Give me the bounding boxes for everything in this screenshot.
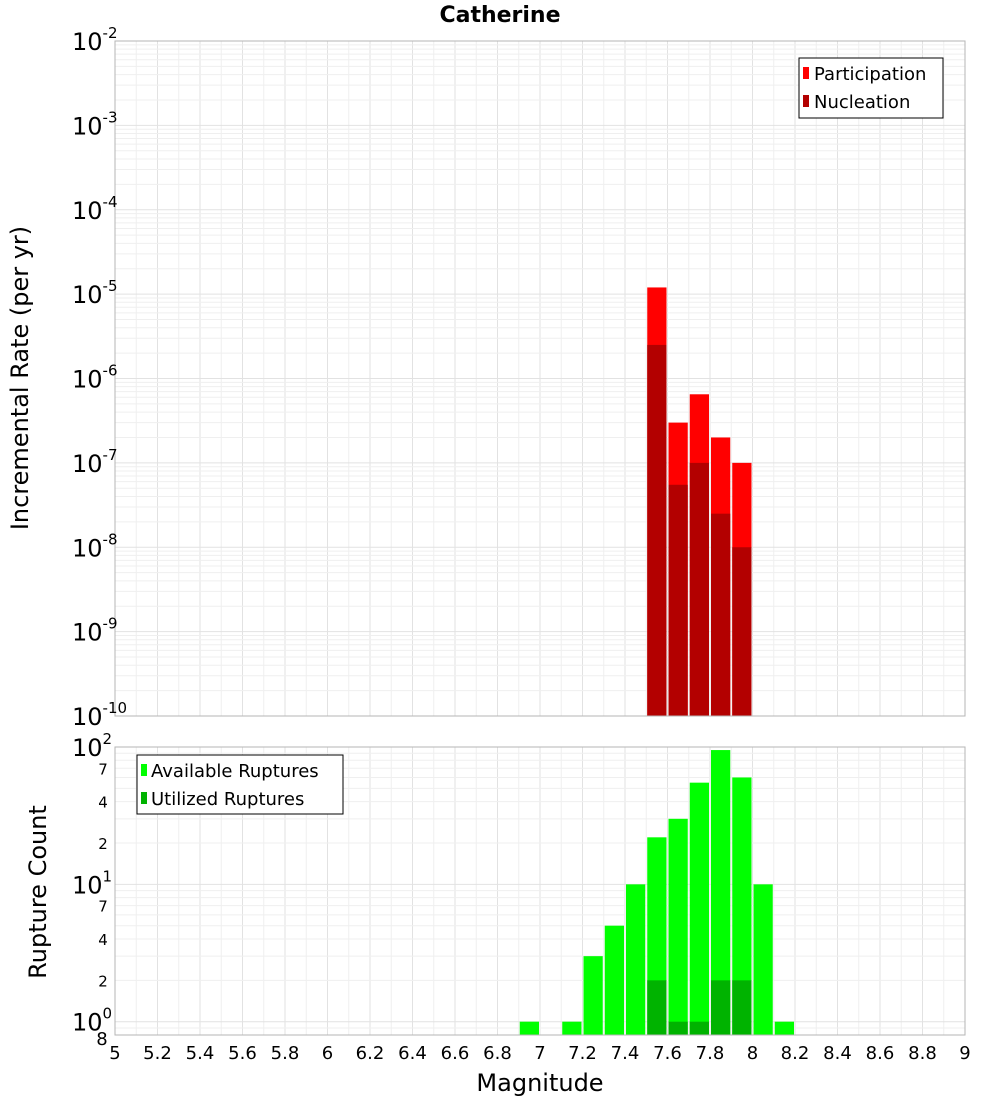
top-bars bbox=[647, 287, 752, 716]
top-y-tick-label: 10-9 bbox=[72, 615, 118, 647]
x-tick-label: 6.8 bbox=[483, 1043, 512, 1064]
bottom-grid bbox=[114, 747, 966, 1035]
bottom-y-minor-tick-label: 7 bbox=[98, 760, 108, 778]
x-tick-label: 5.2 bbox=[143, 1043, 172, 1064]
x-tick-label: 7.4 bbox=[611, 1043, 640, 1064]
bottom-y-tick-labels: 100 101 102 2 4 7 2 4 7 8 bbox=[72, 730, 112, 1050]
x-tick-label: 6.2 bbox=[356, 1043, 385, 1064]
x-tick-label: 7.8 bbox=[696, 1043, 725, 1064]
top-plot: 10-10 10-9 10-8 10-7 10-6 10-5 10-4 10-3 10-2 In… bbox=[6, 24, 966, 731]
legend-label-available: Available Ruptures bbox=[151, 761, 319, 782]
bar-available-ruptures-7.45 bbox=[626, 884, 646, 1035]
x-tick-label: 5.4 bbox=[186, 1043, 215, 1064]
bar-utilized-ruptures-7.55 bbox=[647, 980, 667, 1035]
bar-nucleation-7.65 bbox=[668, 484, 688, 716]
x-tick-label: 7 bbox=[534, 1043, 545, 1064]
x-tick-labels: 5 5.2 5.4 5.6 5.8 6 6.2 6.4 6.6 6.8 7 7.2 7.4 7.6 7.8 8… bbox=[109, 1043, 970, 1064]
top-legend: Participation Nucleation bbox=[798, 57, 944, 119]
bottom-y-minor-tick-label: 7 bbox=[98, 898, 108, 916]
bar-available-ruptures-6.95 bbox=[519, 1021, 539, 1035]
bar-available-ruptures-7.65 bbox=[668, 818, 688, 1035]
bottom-y-bottom-label: 8 bbox=[96, 1029, 107, 1050]
top-y-tick-label: 10-4 bbox=[72, 193, 118, 225]
bottom-y-major-tick-label: 102 bbox=[72, 730, 112, 762]
bar-utilized-ruptures-7.65 bbox=[668, 1021, 688, 1035]
chart-title: Catherine bbox=[439, 3, 560, 28]
bar-available-ruptures-7.35 bbox=[604, 925, 624, 1035]
bar-available-ruptures-7.85 bbox=[711, 750, 731, 1035]
x-tick-label: 8 bbox=[747, 1043, 758, 1064]
top-legend-box bbox=[798, 57, 944, 119]
bar-available-ruptures-7.25 bbox=[583, 956, 603, 1035]
bar-available-ruptures-8.05 bbox=[753, 884, 773, 1035]
bottom-y-minor-tick-label: 4 bbox=[98, 931, 108, 949]
bar-nucleation-7.95 bbox=[732, 547, 752, 716]
bottom-legend-box bbox=[136, 754, 344, 815]
x-tick-label: 8.6 bbox=[866, 1043, 895, 1064]
top-y-tick-label: 10-2 bbox=[72, 24, 118, 56]
bottom-legend: Available Ruptures Utilized Ruptures bbox=[136, 754, 344, 815]
bottom-y-minor-tick-label: 4 bbox=[98, 794, 108, 812]
top-plot-frame bbox=[114, 40, 966, 717]
top-y-axis-label: Incremental Rate (per yr) bbox=[6, 226, 34, 530]
x-axis-label: Magnitude bbox=[476, 1069, 603, 1097]
x-tick-label: 5.6 bbox=[228, 1043, 257, 1064]
top-y-tick-label: 10-5 bbox=[72, 277, 118, 309]
x-tick-label: 5 bbox=[109, 1043, 120, 1064]
legend-swatch-utilized bbox=[141, 792, 147, 804]
bottom-bars bbox=[519, 750, 794, 1035]
bar-nucleation-7.85 bbox=[711, 513, 731, 716]
bottom-y-minor-tick-label: 2 bbox=[98, 972, 108, 990]
x-tick-label: 8.4 bbox=[823, 1043, 852, 1064]
x-tick-label: 6.4 bbox=[398, 1043, 427, 1064]
bottom-y-axis-label: Rupture Count bbox=[24, 805, 52, 979]
x-tick-label: 7.2 bbox=[568, 1043, 597, 1064]
top-grid bbox=[114, 41, 966, 717]
bottom-plot: 100 101 102 2 4 7 2 4 7 8 5 5.2 5.4 5.6 5.8 6 6.2 6.4 6.6… bbox=[24, 730, 971, 1097]
top-y-tick-label: 10-6 bbox=[72, 362, 118, 394]
bar-available-ruptures-7.15 bbox=[562, 1021, 582, 1035]
top-y-tick-labels: 10-10 10-9 10-8 10-7 10-6 10-5 10-4 10-3 10-2 bbox=[72, 24, 127, 731]
x-tick-label: 8.8 bbox=[908, 1043, 937, 1064]
legend-label-participation: Participation bbox=[814, 64, 926, 85]
top-y-tick-label: 10-8 bbox=[72, 530, 118, 562]
bar-available-ruptures-8.15 bbox=[774, 1021, 794, 1035]
legend-swatch-nucleation bbox=[803, 95, 809, 107]
bar-available-ruptures-7.75 bbox=[689, 782, 709, 1035]
top-y-tick-label: 10-3 bbox=[72, 108, 118, 140]
bar-utilized-ruptures-7.95 bbox=[732, 980, 752, 1035]
x-tick-label: 9 bbox=[959, 1043, 970, 1064]
legend-swatch-participation bbox=[803, 67, 809, 79]
bottom-y-major-tick-label: 101 bbox=[72, 867, 112, 899]
legend-swatch-available bbox=[141, 764, 147, 776]
bottom-plot-frame bbox=[114, 746, 966, 1036]
bar-nucleation-7.75 bbox=[689, 462, 709, 716]
x-tick-label: 6 bbox=[322, 1043, 333, 1064]
bar-available-ruptures-7.95 bbox=[732, 777, 752, 1035]
bar-utilized-ruptures-7.85 bbox=[711, 980, 731, 1035]
bottom-y-major-tick-label: 100 bbox=[72, 1005, 112, 1037]
legend-label-utilized: Utilized Ruptures bbox=[151, 789, 304, 810]
top-y-tick-label: 10-7 bbox=[72, 446, 118, 478]
top-y-tick-label: 10-10 bbox=[72, 699, 127, 731]
legend-label-nucleation: Nucleation bbox=[814, 92, 910, 113]
x-tick-label: 8.2 bbox=[781, 1043, 810, 1064]
bottom-y-minor-tick-label: 2 bbox=[98, 835, 108, 853]
x-tick-label: 5.8 bbox=[271, 1043, 300, 1064]
bar-nucleation-7.55 bbox=[647, 344, 667, 716]
x-tick-label: 6.6 bbox=[441, 1043, 470, 1064]
bar-utilized-ruptures-7.75 bbox=[689, 1021, 709, 1035]
x-tick-label: 7.6 bbox=[653, 1043, 682, 1064]
